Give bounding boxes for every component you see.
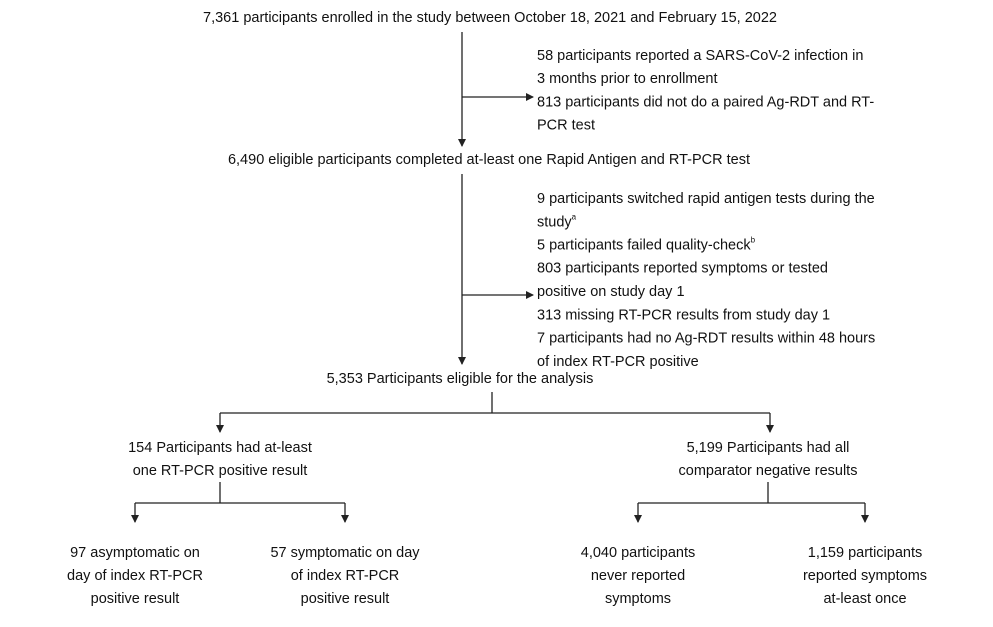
- connectors: [131, 32, 869, 523]
- node-text: 5,353 Participants eligible for the anal…: [327, 371, 594, 387]
- node-text: 154 Participants had at-least: [128, 440, 312, 456]
- texts: 7,361 participants enrolled in the study…: [67, 10, 927, 607]
- footnote-mark: b: [751, 236, 756, 245]
- node-text: 803 participants reported symptoms or te…: [537, 261, 828, 277]
- node-text: 313 missing RT-PCR results from study da…: [537, 307, 830, 323]
- node-text: 58 participants reported a SARS-CoV-2 in…: [537, 48, 863, 64]
- node-text: 97 asymptomatic on: [70, 545, 200, 561]
- node-text: symptoms: [605, 591, 671, 607]
- node-text: positive result: [91, 591, 180, 607]
- node-text: never reported: [591, 568, 685, 584]
- footnote-mark: a: [572, 212, 577, 221]
- node-text: 57 symptomatic on day: [270, 545, 420, 561]
- node-text: studya: [537, 212, 577, 230]
- node-text: of index RT-PCR positive: [537, 354, 699, 370]
- node-text: 9 participants switched rapid antigen te…: [537, 191, 875, 207]
- node-text: 7 participants had no Ag-RDT results wit…: [537, 331, 875, 347]
- node-text: 1,159 participants: [808, 545, 922, 561]
- node-text: 5 participants failed quality-checkb: [537, 236, 756, 254]
- node-text: at-least once: [823, 591, 906, 607]
- node-text-line: 5 participants failed quality-check: [537, 237, 751, 253]
- node-text: comparator negative results: [679, 463, 858, 479]
- node-text: reported symptoms: [803, 568, 927, 584]
- node-text: 4,040 participants: [581, 545, 695, 561]
- node-text: one RT-PCR positive result: [133, 463, 308, 479]
- node-text: positive result: [301, 591, 390, 607]
- node-text: of index RT-PCR: [291, 568, 400, 584]
- node-text: positive on study day 1: [537, 284, 685, 300]
- node-text-line: study: [537, 214, 572, 230]
- node-text: 5,199 Participants had all: [687, 440, 850, 456]
- node-text: 813 participants did not do a paired Ag-…: [537, 94, 874, 110]
- node-text: 7,361 participants enrolled in the study…: [203, 10, 777, 26]
- node-text: 3 months prior to enrollment: [537, 71, 718, 87]
- node-text: 6,490 eligible participants completed at…: [228, 152, 750, 168]
- node-text: PCR test: [537, 118, 595, 134]
- node-text: day of index RT-PCR: [67, 568, 203, 584]
